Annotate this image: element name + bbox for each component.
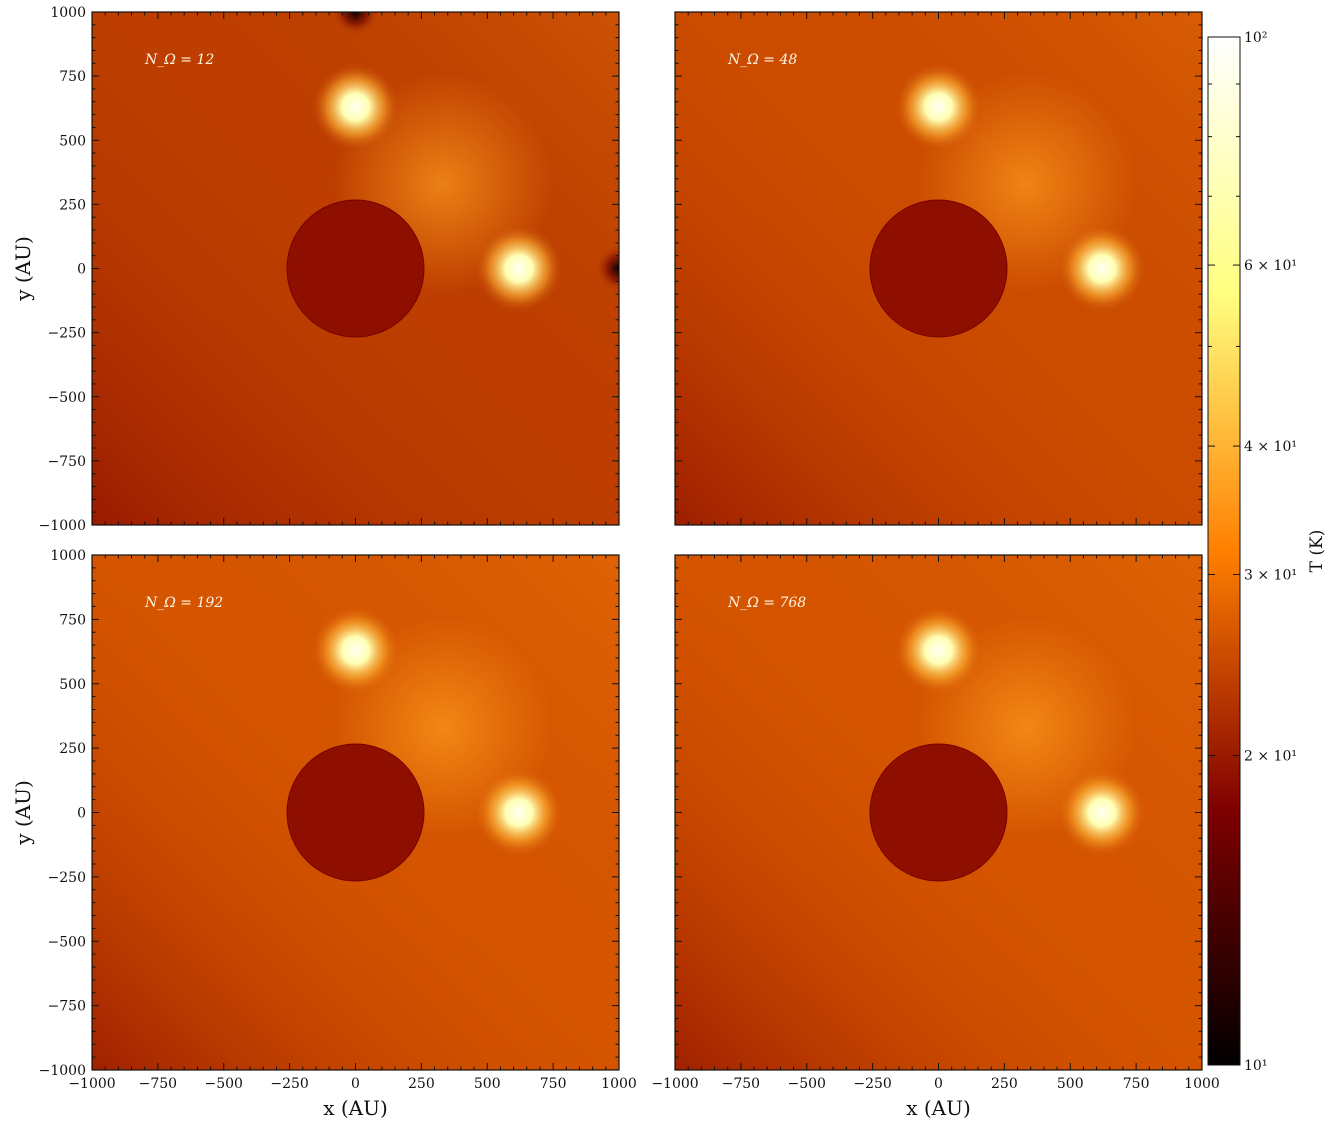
heatmap-panel-4: −1000 −750 −500 −250 0 250 500 750 1000 x (AU) N_Ω… — [651, 554, 1220, 1120]
heatmap-panel-1: −1000 −750 −500 −250 0 250 500 750 1000 y (AU) N_Ω… — [11, 5, 620, 534]
x-tick-label: −500 — [205, 1076, 243, 1092]
cold-spot — [595, 244, 619, 293]
x-tick-label: 1000 — [601, 1076, 637, 1092]
y-tick-label: −1000 — [39, 1063, 86, 1079]
y-tick-label: −250 — [48, 870, 86, 886]
x-tick-label: 750 — [1123, 1076, 1150, 1092]
y-tick-label: 750 — [59, 612, 86, 628]
x-tick-label: −750 — [139, 1076, 177, 1092]
central-disk — [869, 199, 1008, 338]
y-tick-label: −500 — [48, 390, 86, 406]
colorbar-tick-label: 2 × 10¹ — [1244, 749, 1297, 765]
panel-label: N_Ω = 768 — [727, 595, 806, 611]
x-tick-label: 500 — [1057, 1076, 1084, 1092]
colorbar-tick-label: 10² — [1244, 30, 1267, 46]
heatmap-panel-3: −1000 −750 −500 −250 0 250 500 750 1000 −1000 −750… — [11, 548, 637, 1120]
x-tick-label: 0 — [934, 1076, 943, 1092]
y-tick-label: 500 — [59, 677, 86, 693]
y-tick-label: −750 — [48, 999, 86, 1015]
hot-source — [893, 605, 984, 696]
colorbar-tick-label: 10¹ — [1244, 1058, 1267, 1074]
y-tick-label: 500 — [59, 133, 86, 149]
panel-ticks — [674, 11, 1203, 526]
x-tick-label: 1000 — [1184, 1076, 1220, 1092]
panel-ticks — [91, 554, 620, 1071]
y-tick-label: 0 — [77, 806, 86, 822]
y-tick-label: 250 — [59, 197, 86, 213]
x-tick-label: −250 — [270, 1076, 308, 1092]
y-tick-label: −250 — [48, 326, 86, 342]
y-tick-label: −1000 — [39, 518, 86, 534]
x-tick-label: 250 — [991, 1076, 1018, 1092]
hot-source — [310, 605, 401, 696]
y-tick-label: 250 — [59, 741, 86, 757]
y-tick-label: 750 — [59, 69, 86, 85]
hot-source — [310, 62, 401, 152]
colorbar-label: T (K) — [1307, 530, 1327, 573]
colorbar-gradient — [1207, 36, 1241, 1066]
colorbar-tick-label: 3 × 10¹ — [1244, 568, 1297, 584]
heatmap-panel-2: N_Ω = 48 — [674, 11, 1203, 526]
y-axis-title: y (AU) — [11, 780, 35, 846]
y-tick-label: 1000 — [50, 548, 86, 564]
x-tick-label: −500 — [788, 1076, 826, 1092]
hot-source — [474, 223, 564, 314]
central-disk — [869, 743, 1008, 882]
hot-source — [1057, 767, 1147, 858]
panel-label: N_Ω = 48 — [727, 52, 797, 68]
x-tick-label: −1000 — [651, 1076, 698, 1092]
x-tick-label: 750 — [540, 1076, 567, 1092]
central-disk — [286, 199, 425, 338]
central-disk — [286, 743, 425, 882]
panel-label: N_Ω = 12 — [144, 52, 214, 68]
colorbar: 10² 6 × 10¹ 4 × 10¹ 3 × 10¹ 2 × 10¹ 10¹ T (K) — [1207, 30, 1327, 1074]
hot-source — [474, 767, 564, 858]
x-tick-label: −1000 — [68, 1076, 115, 1092]
x-tick-label: 250 — [408, 1076, 435, 1092]
colorbar-tick-label: 4 × 10¹ — [1244, 439, 1297, 455]
panel-ticks — [674, 554, 1203, 1071]
cold-spot — [331, 12, 380, 36]
y-tick-label: 0 — [77, 262, 86, 278]
x-tick-label: −250 — [853, 1076, 891, 1092]
panel-ticks — [91, 11, 620, 526]
x-axis-title: x (AU) — [323, 1096, 388, 1120]
x-axis-title: x (AU) — [906, 1096, 971, 1120]
hot-source — [893, 62, 984, 152]
y-tick-label: −500 — [48, 934, 86, 950]
x-tick-label: 0 — [351, 1076, 360, 1092]
colorbar-tick-label: 6 × 10¹ — [1244, 258, 1297, 274]
y-tick-label: 1000 — [50, 5, 86, 21]
panel-label: N_Ω = 192 — [144, 595, 223, 611]
y-axis-title: y (AU) — [11, 236, 35, 302]
x-tick-label: −750 — [722, 1076, 760, 1092]
x-tick-label: 500 — [474, 1076, 501, 1092]
y-tick-label: −750 — [48, 454, 86, 470]
hot-source — [1057, 223, 1147, 314]
